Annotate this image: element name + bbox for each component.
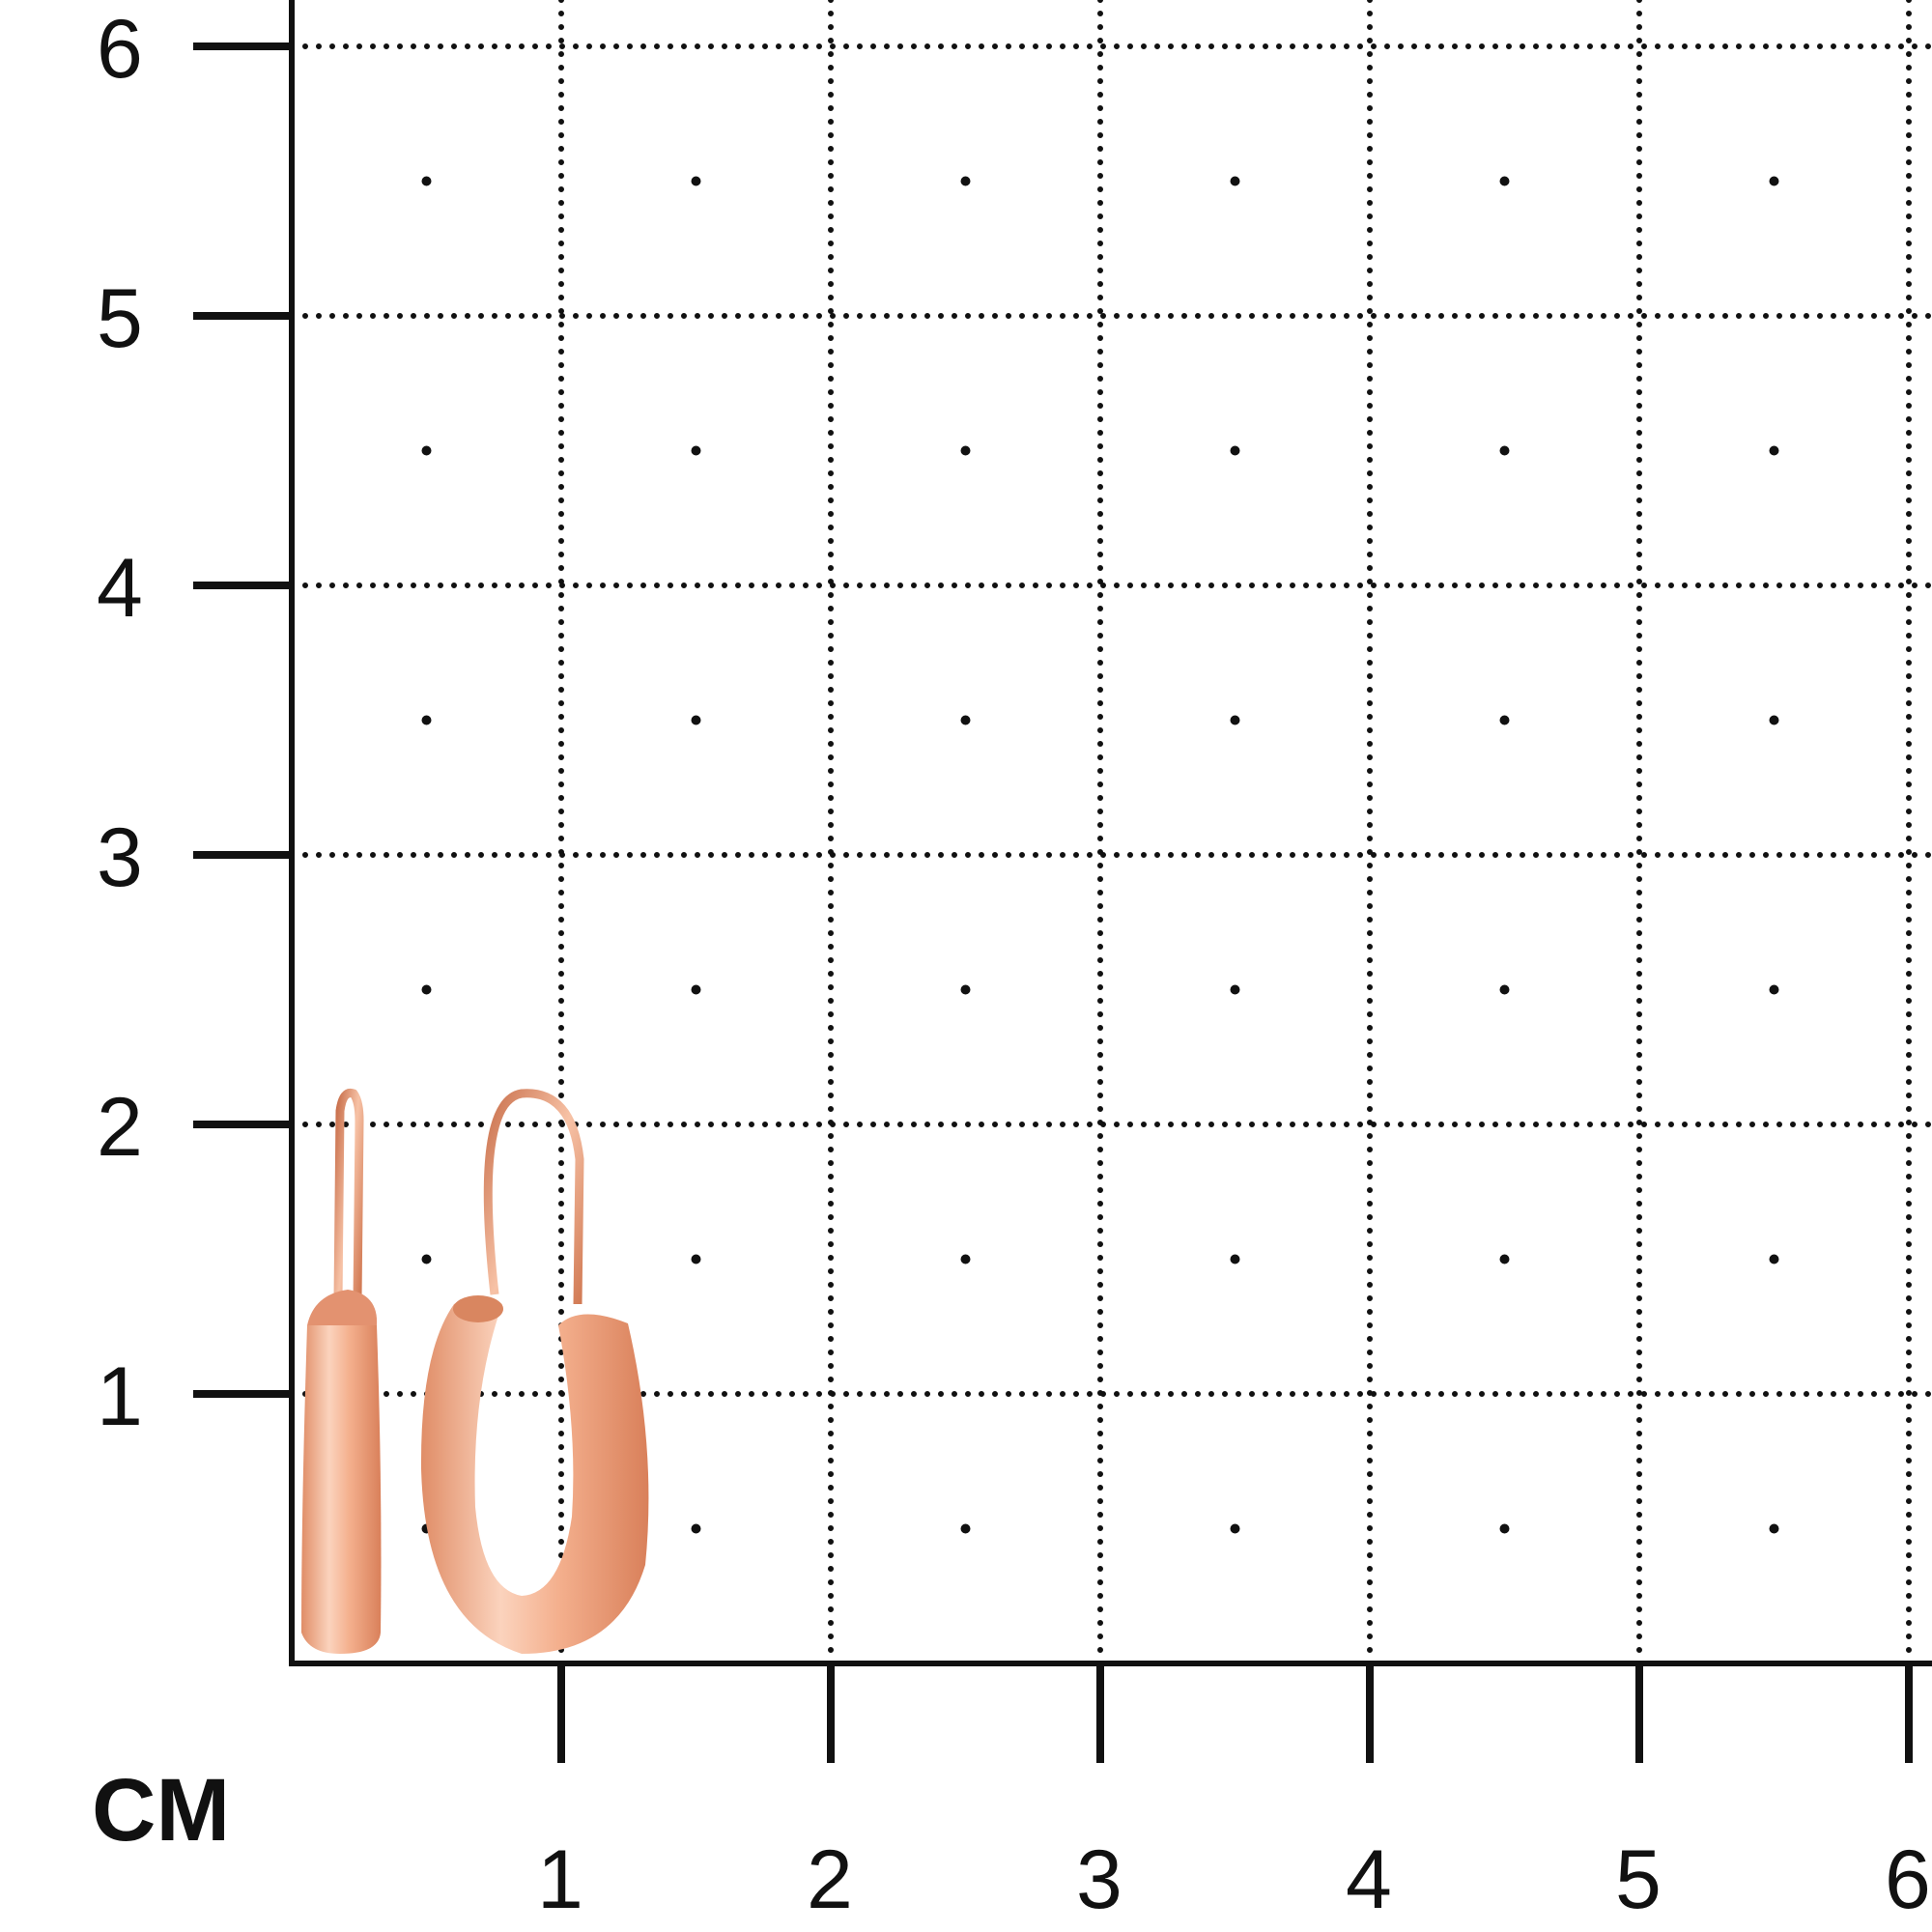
grid-center-dot: [1230, 715, 1240, 725]
grid-center-dot: [1769, 1254, 1779, 1264]
grid-center-dot: [421, 715, 432, 725]
grid-center-dot: [960, 1523, 971, 1534]
grid-center-dot: [691, 715, 701, 725]
grid-center-dot: [1230, 984, 1240, 995]
grid-center-dot: [1230, 1523, 1240, 1534]
grid-center-dot: [1499, 176, 1510, 186]
grid-center-dot: [1499, 445, 1510, 456]
y-tick-label: 5: [97, 272, 143, 365]
grid-center-dot: [960, 715, 971, 725]
earring-side-view: [301, 1088, 382, 1654]
y-tick-label: 3: [97, 811, 143, 904]
y-tick-label: 1: [97, 1350, 143, 1443]
grid-center-dot: [960, 445, 971, 456]
grid-center-dot: [691, 984, 701, 995]
unit-label: CM: [92, 1761, 230, 1860]
grid-center-dot: [1499, 1523, 1510, 1534]
grid-center-dot: [960, 176, 971, 186]
axes: [289, 0, 1932, 1666]
grid-center-dot: [691, 1254, 701, 1264]
x-tick-label: 2: [807, 1833, 853, 1926]
grid-center-dot: [1769, 445, 1779, 456]
grid-center-dot: [691, 176, 701, 186]
grid-center-dot: [1769, 984, 1779, 995]
grid-center-dot: [691, 1523, 701, 1534]
grid-center-dot: [1230, 1254, 1240, 1264]
grid-center-dot: [960, 1254, 971, 1264]
x-tick-label: 4: [1346, 1833, 1392, 1926]
grid-center-dot: [1769, 715, 1779, 725]
grid-center-dot: [421, 176, 432, 186]
x-tick-label: 1: [537, 1833, 583, 1926]
dotted-grid: [289, 0, 1932, 1666]
grid-center-dot: [421, 1254, 432, 1264]
grid-center-dot: [421, 984, 432, 995]
y-tick-label: 2: [97, 1081, 143, 1174]
grid-center-dot: [1499, 715, 1510, 725]
grid-center-dot: [421, 445, 432, 456]
x-tick-label: 6: [1885, 1833, 1931, 1926]
grid-center-dot: [1499, 984, 1510, 995]
grid-center-dot: [960, 984, 971, 995]
x-tick-label: 5: [1615, 1833, 1662, 1926]
y-tick-label: 6: [97, 3, 143, 96]
grid-center-dot: [691, 445, 701, 456]
grid-center-dot: [1230, 445, 1240, 456]
y-tick-label: 4: [97, 542, 143, 635]
grid-center-dot: [1499, 1254, 1510, 1264]
grid-center-dot: [1769, 1523, 1779, 1534]
grid-center-dot: [1769, 176, 1779, 186]
x-tick-label: 3: [1076, 1833, 1122, 1926]
earring-front-view: [420, 1089, 649, 1654]
grid-center-dot: [1230, 176, 1240, 186]
